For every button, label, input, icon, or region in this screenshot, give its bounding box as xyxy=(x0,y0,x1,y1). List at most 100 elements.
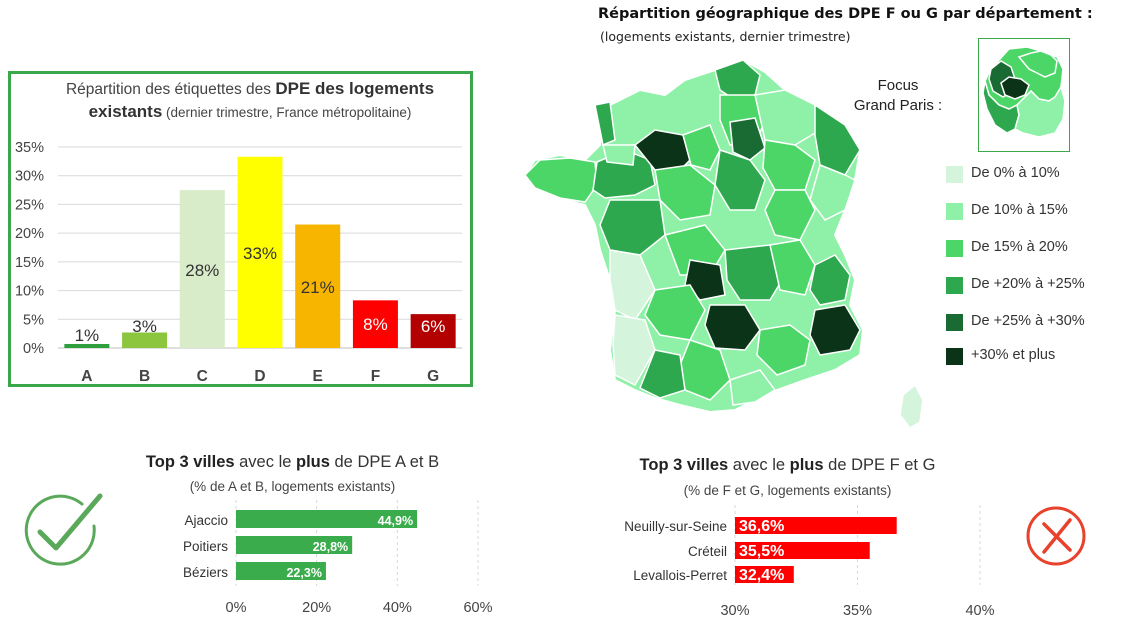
top-ab-title-bold: Top 3 villes xyxy=(145,453,235,471)
legend-swatch xyxy=(946,166,963,183)
h-category-label: Ajaccio xyxy=(184,513,228,528)
map-departement xyxy=(684,259,726,301)
top-ab-title-part2: de DPE A et B xyxy=(329,453,440,471)
dpe-bar-d xyxy=(237,156,283,348)
map-departement xyxy=(664,224,726,276)
h-data-label: 36,6% xyxy=(739,518,784,535)
top-fg-title: Top 3 villes avec le plus de DPE F et G xyxy=(500,456,1075,475)
focus-label-line2: Grand Paris : xyxy=(853,97,943,114)
h-bar xyxy=(735,517,897,534)
map-departement xyxy=(809,304,861,356)
dpe-data-label: 21% xyxy=(301,278,335,297)
legend-label: De +20% à +25% xyxy=(971,276,1085,292)
dpe-y-tick-label: 5% xyxy=(23,312,44,328)
map-departement xyxy=(639,349,686,399)
map-departement xyxy=(682,124,721,171)
focus-label: Focus Grand Paris : xyxy=(838,76,958,116)
h-data-label: 22,3% xyxy=(286,566,321,580)
dpe-bar-g xyxy=(410,314,456,348)
grand-paris-inset xyxy=(978,38,1070,152)
dpe-data-label: 8% xyxy=(363,315,388,334)
dpe-data-label: 6% xyxy=(421,317,446,336)
map-region xyxy=(1017,50,1058,78)
france-departement-map xyxy=(523,58,924,429)
dpe-x-tick-label: F xyxy=(371,368,380,385)
legend-label: +30% et plus xyxy=(971,347,1056,363)
dpe-x-tick-label: C xyxy=(197,368,208,385)
dpe-y-tick-label: 30% xyxy=(15,169,44,185)
x-circle-icon xyxy=(1026,506,1086,566)
map-subtitle: (logements existants, dernier trimestre) xyxy=(600,29,851,44)
dpe-bar-b xyxy=(122,332,168,348)
h-category-label: Béziers xyxy=(183,565,228,580)
map-departement xyxy=(756,324,811,376)
map-departement xyxy=(769,239,816,296)
top-fg-title-part: avec le xyxy=(728,456,790,474)
map-region xyxy=(1000,76,1030,100)
dpe-x-tick-label: D xyxy=(254,368,265,385)
h-bar xyxy=(236,562,326,580)
h-x-tick-label: 35% xyxy=(843,603,872,619)
top-ab-bar-chart: 0% 20% 40% 60% Ajaccio 44,9% Poitiers 28,8% Bézi… xyxy=(183,500,493,616)
legend-swatch xyxy=(946,314,963,331)
dpe-bar-c xyxy=(179,190,225,348)
dpe-x-tick-label: G xyxy=(427,368,439,385)
h-x-tick-label: 30% xyxy=(720,603,749,619)
legend-swatch xyxy=(946,240,963,257)
top-fg-bar-chart: 30% 35% 40% Neuilly-sur-Seine 36,6% Créteil 35… xyxy=(624,505,995,619)
dpe-data-label: 3% xyxy=(132,317,157,336)
h-bar xyxy=(735,542,870,559)
h-data-label: 28,8% xyxy=(313,540,348,554)
dpe-bar-chart: 0% 5% 10% 15% 20% 25% 30% 35% 1% A 3% B 28% C 33% D 21% E… xyxy=(15,140,462,385)
top-ab-subtitle: (% de A et B, logements existants) xyxy=(189,479,396,494)
focus-label-line1: Focus xyxy=(877,77,919,94)
map-region xyxy=(1014,85,1066,138)
top-ab-title-bold2: plus xyxy=(296,453,330,471)
h-category-label: Créteil xyxy=(688,544,727,559)
map-departement xyxy=(729,369,777,406)
h-x-tick-label: 20% xyxy=(302,600,331,616)
legend-swatch xyxy=(946,277,963,294)
dpe-data-label: 1% xyxy=(75,326,100,345)
h-data-label: 35,5% xyxy=(739,543,784,560)
legend-label: De 0% à 10% xyxy=(971,165,1060,181)
dpe-y-tick-label: 35% xyxy=(15,140,44,156)
dpe-x-tick-label: B xyxy=(139,368,150,385)
map-departement xyxy=(594,101,616,147)
legend-swatch xyxy=(946,203,963,220)
h-bar xyxy=(236,536,353,554)
dpe-y-tick-label: 20% xyxy=(15,226,44,242)
top-fg-subtitle: (% de F et G, logements existants) xyxy=(683,483,892,498)
dpe-y-tick-label: 15% xyxy=(15,255,44,271)
dpe-title-part: Répartition des étiquettes des xyxy=(65,81,276,98)
h-x-tick-label: 60% xyxy=(463,600,492,616)
dpe-chart-frame xyxy=(8,71,473,387)
legend-label: De 10% à 15% xyxy=(971,202,1068,218)
h-category-label: Levallois-Perret xyxy=(633,568,727,583)
h-x-tick-label: 40% xyxy=(965,603,994,619)
map-departement xyxy=(524,157,598,203)
dpe-y-tick-label: 25% xyxy=(15,197,44,213)
h-category-label: Poitiers xyxy=(183,539,228,554)
dpe-y-tick-label: 0% xyxy=(23,341,44,357)
legend-label: De 15% à 20% xyxy=(971,239,1068,255)
dpe-title-note: (dernier trimestre, France métropolitain… xyxy=(162,105,412,120)
map-departement xyxy=(612,314,656,386)
h-category-label: Neuilly-sur-Seine xyxy=(624,519,727,534)
check-circle-icon xyxy=(24,493,103,566)
legend-label: De +25% à +30% xyxy=(971,313,1085,329)
map-corsica xyxy=(899,383,924,429)
dpe-chart-title: Répartition des étiquettes des DPE des l… xyxy=(40,78,460,124)
dpe-y-tick-label: 10% xyxy=(15,284,44,300)
dpe-x-tick-label: E xyxy=(313,368,323,385)
dpe-data-label: 33% xyxy=(243,244,277,263)
map-title: Répartition géographique des DPE F ou G … xyxy=(598,6,1093,22)
h-data-label: 44,9% xyxy=(378,514,413,528)
top-fg-title-bold: Top 3 villes xyxy=(639,456,729,474)
h-x-tick-label: 40% xyxy=(383,600,412,616)
top-ab-title-part: avec le xyxy=(234,453,296,471)
h-bar xyxy=(735,566,794,583)
top-ab-title: Top 3 villes avec le plus de DPE A et B xyxy=(0,453,585,472)
h-bar xyxy=(236,510,418,528)
h-x-tick-label: 0% xyxy=(226,600,247,616)
